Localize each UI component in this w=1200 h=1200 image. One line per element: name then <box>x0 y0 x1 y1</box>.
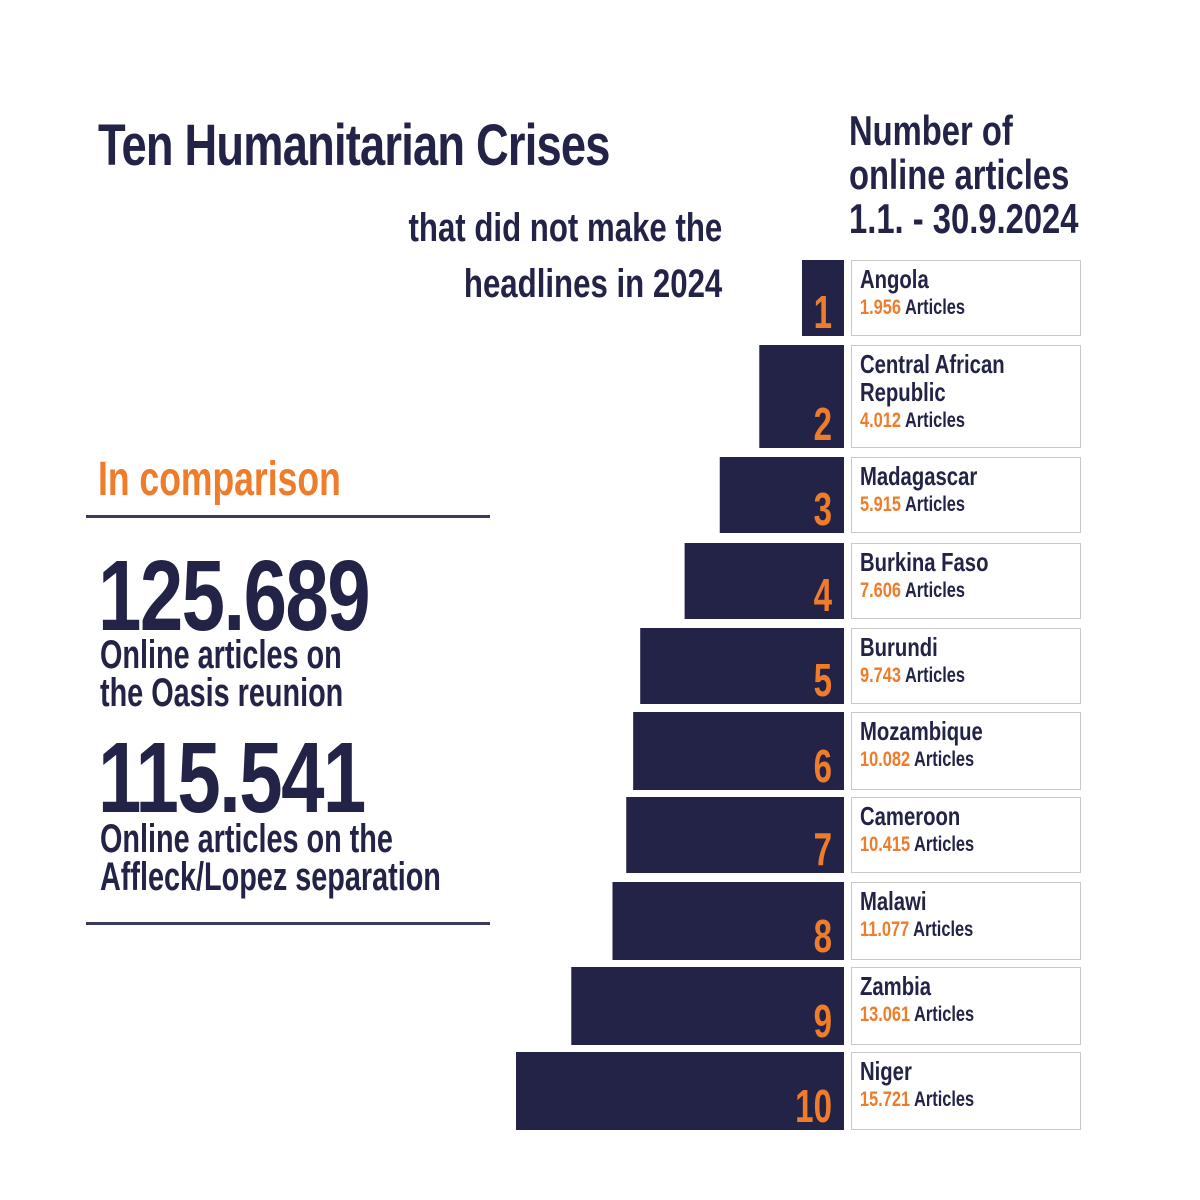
rank-label-3: 3 <box>814 485 832 535</box>
country-label-box: Mozambique 10.082 Articles <box>851 712 1081 790</box>
country-name: Madagascar <box>860 461 978 491</box>
page-title: Ten Humanitarian Crises <box>98 113 610 178</box>
article-count-value: 10.415 <box>860 833 911 856</box>
article-count: 11.077 Articles <box>860 917 973 943</box>
article-count-unit: Articles <box>910 1003 975 1026</box>
comparison-bottom-rule <box>86 922 490 925</box>
rank-label-9: 9 <box>814 997 832 1047</box>
article-count-unit: Articles <box>910 748 975 771</box>
country-label-box: Burkina Faso 7.606 Articles <box>851 543 1081 619</box>
comparison-desc-2-line-2: Affleck/Lopez separation <box>100 855 441 899</box>
rank-label-2: 2 <box>814 400 832 450</box>
rank-label-1: 1 <box>814 288 832 338</box>
country-label-content: Angola 1.956 Articles <box>860 265 965 321</box>
country-name: Burundi <box>860 632 938 662</box>
subtitle-line-1: that did not make the <box>408 206 722 250</box>
rank-label-6: 6 <box>814 742 832 792</box>
article-count-unit: Articles <box>910 833 975 856</box>
article-count-unit: Articles <box>910 1088 975 1111</box>
chart-heading-line-3: 1.1. - 30.9.2024 <box>849 195 1079 242</box>
article-count-value: 4.012 <box>860 409 901 432</box>
article-count-value: 13.061 <box>860 1003 911 1026</box>
country-label-box: Cameroon 10.415 Articles <box>851 797 1081 873</box>
article-count-value: 11.077 <box>860 918 910 941</box>
country-label-box: Malawi 11.077 Articles <box>851 882 1081 960</box>
country-label-content: Central African Republic 4.012 Articles <box>860 350 1005 434</box>
article-count-value: 7.606 <box>860 579 901 602</box>
country-label-content: Niger 15.721 Articles <box>860 1057 974 1113</box>
article-count: 1.956 Articles <box>860 295 965 321</box>
country-label-box: Burundi 9.743 Articles <box>851 628 1081 704</box>
comparison-desc-2-line-1: Online articles on the <box>100 817 393 861</box>
country-name: Angola <box>860 264 929 294</box>
country-label-content: Mozambique 10.082 Articles <box>860 717 983 773</box>
bar-3 <box>719 457 844 533</box>
bar-5 <box>640 628 844 704</box>
comparison-value-2: 115.541 <box>98 722 366 834</box>
comparison-desc-1-line-1: Online articles on <box>100 633 342 677</box>
subtitle-line-2: headlines in 2024 <box>463 262 722 306</box>
article-count-unit: Articles <box>900 296 966 319</box>
country-label-content: Malawi 11.077 Articles <box>860 887 973 943</box>
country-label-content: Zambia 13.061 Articles <box>860 972 974 1028</box>
comparison-top-rule <box>86 515 490 518</box>
country-label-box: Niger 15.721 Articles <box>851 1052 1081 1130</box>
comparison-title: In comparison <box>98 453 341 506</box>
country-label-box: Zambia 13.061 Articles <box>851 967 1081 1045</box>
article-count-unit: Articles <box>900 493 966 516</box>
chart-heading-line-1: Number of <box>849 107 1013 154</box>
bar-6 <box>633 712 844 790</box>
chart-heading: Number of online articles 1.1. - 30.9.20… <box>849 110 1079 242</box>
bar-10 <box>516 1052 844 1130</box>
article-count-unit: Articles <box>900 579 966 602</box>
country-name: Malawi <box>860 886 927 916</box>
country-label-content: Burundi 9.743 Articles <box>860 633 965 689</box>
article-count-unit: Articles <box>909 918 974 941</box>
article-count-value: 10.082 <box>860 748 911 771</box>
rank-label-7: 7 <box>814 825 832 875</box>
rank-label-8: 8 <box>814 912 832 962</box>
article-count: 4.012 Articles <box>860 408 1005 434</box>
bar-4 <box>684 543 844 619</box>
article-count-unit: Articles <box>900 409 966 432</box>
country-label-box: Angola 1.956 Articles <box>851 260 1081 336</box>
article-count: 13.061 Articles <box>860 1002 974 1028</box>
article-count: 5.915 Articles <box>860 492 977 518</box>
country-label-box: Madagascar 5.915 Articles <box>851 457 1081 533</box>
article-count-value: 5.915 <box>860 493 901 516</box>
chart-heading-line-2: online articles <box>849 151 1070 198</box>
article-count-unit: Articles <box>900 664 966 687</box>
bar-2 <box>759 345 844 448</box>
country-label-content: Madagascar 5.915 Articles <box>860 462 977 518</box>
bar-9 <box>571 967 844 1045</box>
article-count-value: 1.956 <box>860 296 901 319</box>
article-count: 15.721 Articles <box>860 1087 974 1113</box>
bar-7 <box>626 797 844 873</box>
bar-1 <box>802 260 844 336</box>
country-label-content: Burkina Faso 7.606 Articles <box>860 548 988 604</box>
country-name: Mozambique <box>860 716 983 746</box>
article-count: 10.082 Articles <box>860 747 983 773</box>
country-name: Republic <box>860 377 946 407</box>
rank-label-4: 4 <box>814 571 833 621</box>
article-count: 7.606 Articles <box>860 578 988 604</box>
bar-8 <box>612 882 844 960</box>
article-count: 9.743 Articles <box>860 663 965 689</box>
page-subtitle: that did not make the headlines in 2024 <box>302 200 722 312</box>
comparison-value-1: 125.689 <box>98 540 371 652</box>
article-count: 10.415 Articles <box>860 832 974 858</box>
rank-label-5: 5 <box>814 656 832 706</box>
country-label-box: Central African Republic 4.012 Articles <box>851 345 1081 448</box>
country-name: Burkina Faso <box>860 547 989 577</box>
comparison-desc-1-line-2: the Oasis reunion <box>100 671 344 715</box>
country-name: Niger <box>860 1056 912 1086</box>
rank-label-10: 10 <box>795 1082 832 1132</box>
country-name: Central African <box>860 349 1005 379</box>
country-label-content: Cameroon 10.415 Articles <box>860 802 974 858</box>
article-count-value: 15.721 <box>860 1088 911 1111</box>
article-count-value: 9.743 <box>860 664 901 687</box>
country-name: Zambia <box>860 971 932 1001</box>
country-name: Cameroon <box>860 801 961 831</box>
